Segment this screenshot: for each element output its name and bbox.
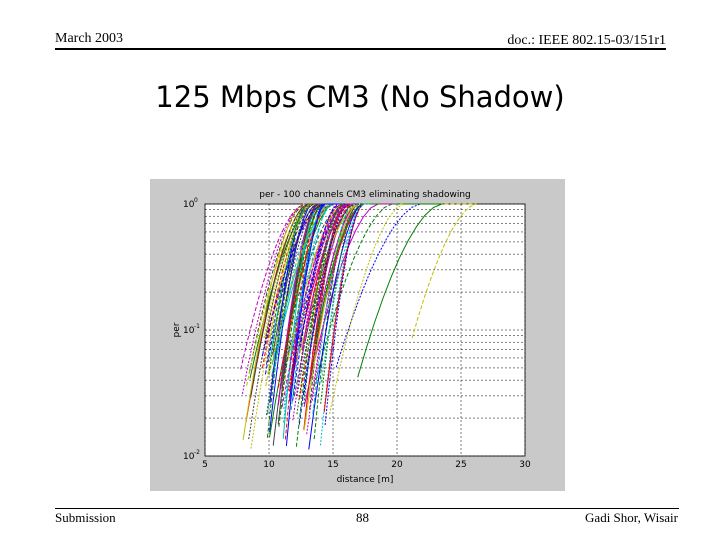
y-tick-label: 10 bbox=[183, 200, 195, 210]
grid-lines bbox=[204, 203, 526, 457]
series-curve bbox=[250, 203, 321, 398]
series-curve bbox=[285, 203, 346, 446]
series-curve bbox=[320, 203, 371, 383]
series-curve bbox=[278, 203, 342, 427]
series-curve bbox=[306, 203, 371, 435]
series-curve bbox=[248, 203, 318, 440]
series-curve bbox=[284, 203, 330, 440]
series-curve bbox=[241, 203, 313, 394]
y-tick-exponent: 0 bbox=[194, 197, 198, 204]
series-curve bbox=[303, 203, 397, 407]
series-curve bbox=[266, 203, 340, 415]
x-tick-label: 25 bbox=[455, 460, 466, 470]
footer-author: Gadi Shor, Wisair bbox=[585, 510, 678, 525]
series-curve bbox=[296, 203, 357, 415]
series-curve bbox=[250, 203, 331, 449]
header-rule bbox=[55, 48, 666, 50]
series-curve bbox=[335, 203, 421, 368]
series-curve bbox=[283, 203, 341, 410]
footer-submission: Submission bbox=[55, 510, 116, 525]
x-tick-label: 30 bbox=[519, 460, 531, 470]
series-curve bbox=[268, 203, 339, 376]
y-tick-label: 10 bbox=[183, 452, 195, 462]
slide-title: 125 Mbps CM3 (No Shadow) bbox=[155, 80, 565, 114]
series-curve bbox=[266, 203, 336, 416]
y-axis-label: per bbox=[172, 322, 182, 337]
series-curve bbox=[242, 203, 314, 440]
y-tick-exponent: -1 bbox=[194, 323, 200, 330]
x-axis-label: distance [m] bbox=[337, 475, 394, 485]
header-doc-id: doc.: IEEE 802.15-03/151r1 bbox=[507, 33, 666, 48]
series-curve bbox=[272, 203, 328, 356]
series-curve bbox=[290, 203, 341, 411]
series-curve bbox=[301, 203, 353, 350]
x-tick-label: 20 bbox=[391, 460, 403, 470]
chart-title: per - 100 channels CM3 eliminating shado… bbox=[259, 190, 471, 200]
series-curve bbox=[269, 203, 331, 433]
footer-rule bbox=[55, 508, 679, 509]
y-tick-exponent: -2 bbox=[194, 449, 200, 456]
series-curve bbox=[298, 203, 363, 350]
chart-figure: 5 10 15 20 25 30 10 0 10 -1 10 -2 per - 100 channel… bbox=[150, 179, 565, 491]
series-curve bbox=[399, 203, 477, 339]
series-curve bbox=[299, 203, 370, 354]
x-tick-label: 15 bbox=[327, 460, 338, 470]
series-curve bbox=[293, 203, 363, 397]
series-curve bbox=[277, 203, 345, 388]
series-curve bbox=[314, 203, 381, 344]
series-curve bbox=[248, 203, 323, 374]
series-curve bbox=[299, 203, 351, 369]
x-tick-label: 10 bbox=[263, 460, 275, 470]
series-curve bbox=[246, 203, 314, 386]
curves-group bbox=[240, 203, 477, 450]
series-curve bbox=[357, 203, 442, 378]
page-number: 88 bbox=[356, 510, 369, 525]
series-curve bbox=[261, 203, 336, 357]
series-curve bbox=[281, 203, 363, 408]
series-curve bbox=[292, 203, 349, 401]
y-tick-label: 10 bbox=[183, 326, 195, 336]
series-curve bbox=[303, 203, 363, 396]
series-curve bbox=[319, 203, 380, 446]
x-tick-label: 5 bbox=[202, 460, 208, 470]
series-curve bbox=[295, 203, 348, 447]
header-date: March 2003 bbox=[55, 31, 124, 46]
